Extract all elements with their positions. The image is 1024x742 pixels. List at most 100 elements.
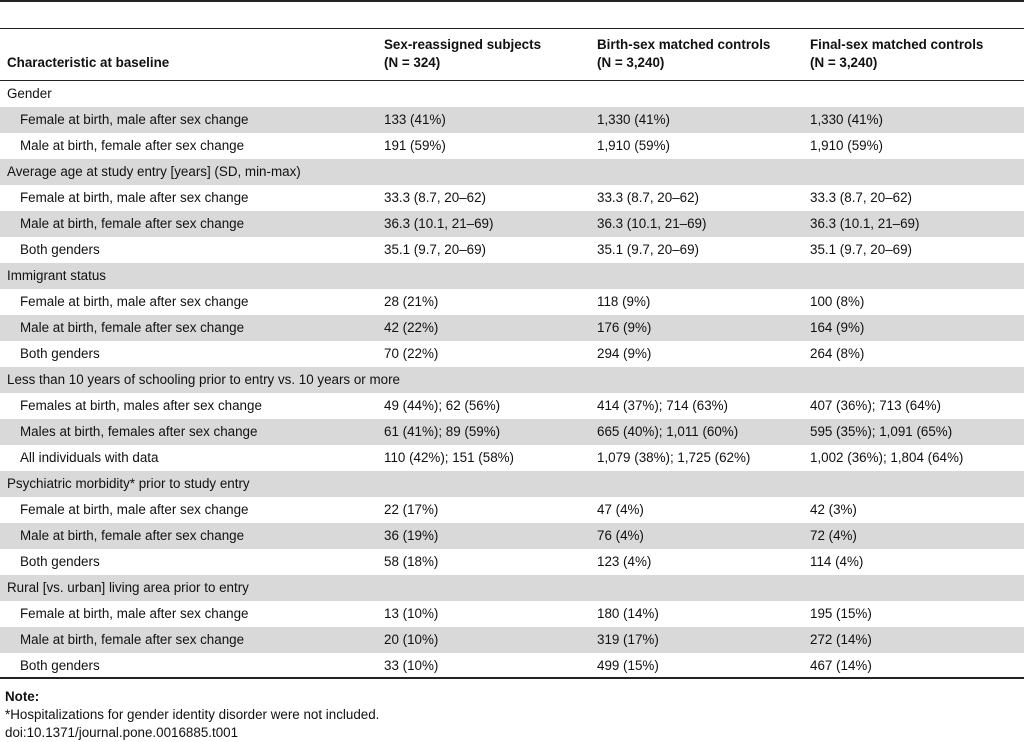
table-row: Male at birth, female after sex change 20… <box>0 627 1024 653</box>
row-label: Male at birth, female after sex change <box>20 528 245 543</box>
table-cell: 195 (15%) <box>810 606 872 621</box>
table-cell: 1,079 (38%); 1,725 (62%) <box>597 450 751 465</box>
table-cell: 13 (10%) <box>384 606 439 621</box>
table-cell: 33.3 (8.7, 20–62) <box>384 190 486 205</box>
table-cell: 33.3 (8.7, 20–62) <box>810 190 912 205</box>
row-label: Both genders <box>20 658 100 673</box>
table-footer: Note: *Hospitalizations for gender ident… <box>5 688 379 742</box>
header-final-sex-label: Final-sex matched controls <box>810 37 984 52</box>
table-cell: 414 (37%); 714 (63%) <box>597 398 729 413</box>
table-cell: 36.3 (10.1, 21–69) <box>810 216 920 231</box>
section-header-row: Immigrant status <box>0 263 1024 289</box>
header-sex-reassigned-n: (N = 324) <box>384 55 441 70</box>
table-cell: 294 (9%) <box>597 346 652 361</box>
row-label: Both genders <box>20 242 100 257</box>
row-label: Female at birth, male after sex change <box>20 502 249 517</box>
section-label: Immigrant status <box>7 268 106 283</box>
table-cell: 36 (19%) <box>384 528 439 543</box>
table-cell: 22 (17%) <box>384 502 439 517</box>
table-cell: 49 (44%); 62 (56%) <box>384 398 501 413</box>
header-top-rule <box>0 28 1024 29</box>
table-cell: 28 (21%) <box>384 294 439 309</box>
table-header: Characteristic at baseline Sex-reassigne… <box>0 29 1024 81</box>
table-cell: 1,910 (59%) <box>810 138 883 153</box>
table-cell: 61 (41%); 89 (59%) <box>384 424 501 439</box>
table-cell: 35.1 (9.7, 20–69) <box>384 242 486 257</box>
table-top-rule <box>0 0 1024 2</box>
table-cell: 1,330 (41%) <box>810 112 883 127</box>
table-row: Female at birth, male after sex change 13… <box>0 601 1024 627</box>
table-row: Female at birth, male after sex change 28… <box>0 289 1024 315</box>
table-row: Female at birth, male after sex change 33… <box>0 185 1024 211</box>
row-label: Male at birth, female after sex change <box>20 216 245 231</box>
section-label: Less than 10 years of schooling prior to… <box>7 372 400 387</box>
header-characteristic: Characteristic at baseline <box>7 54 169 72</box>
table-cell: 42 (3%) <box>810 502 857 517</box>
table-cell: 191 (59%) <box>384 138 446 153</box>
table-cell: 176 (9%) <box>597 320 652 335</box>
table-cell: 114 (4%) <box>810 554 864 569</box>
table-cell: 36.3 (10.1, 21–69) <box>384 216 494 231</box>
header-birth-sex-controls: Birth-sex matched controls (N = 3,240) <box>597 36 770 72</box>
header-sex-reassigned-label: Sex-reassigned subjects <box>384 37 542 52</box>
row-label: Male at birth, female after sex change <box>20 320 245 335</box>
table-cell: 36.3 (10.1, 21–69) <box>597 216 707 231</box>
table-cell: 133 (41%) <box>384 112 446 127</box>
table-cell: 164 (9%) <box>810 320 865 335</box>
table-row: All individuals with data 110 (42%); 151 … <box>0 445 1024 471</box>
table-cell: 407 (36%); 713 (64%) <box>810 398 942 413</box>
section-label: Psychiatric morbidity* prior to study en… <box>7 476 250 491</box>
row-label: Female at birth, male after sex change <box>20 112 249 127</box>
table-cell: 58 (18%) <box>384 554 439 569</box>
table-cell: 118 (9%) <box>597 294 651 309</box>
table-row: Both genders 58 (18%) 123 (4%) 114 (4%) <box>0 549 1024 575</box>
table-row: Males at birth, females after sex change… <box>0 419 1024 445</box>
row-label: Male at birth, female after sex change <box>20 632 245 647</box>
row-label: Males at birth, females after sex change <box>20 424 258 439</box>
table-cell: 100 (8%) <box>810 294 865 309</box>
table-row: Male at birth, female after sex change 42… <box>0 315 1024 341</box>
section-header-row: Average age at study entry [years] (SD, … <box>0 159 1024 185</box>
table-cell: 123 (4%) <box>597 554 652 569</box>
table-body: Gender Female at birth, male after sex ch… <box>0 81 1024 679</box>
table-cell: 595 (35%); 1,091 (65%) <box>810 424 953 439</box>
table-cell: 665 (40%); 1,011 (60%) <box>597 424 739 439</box>
row-label: Females at birth, males after sex change <box>20 398 262 413</box>
section-header-row: Psychiatric morbidity* prior to study en… <box>0 471 1024 497</box>
table-row: Male at birth, female after sex change 36… <box>0 211 1024 237</box>
table-cell: 272 (14%) <box>810 632 872 647</box>
section-label: Gender <box>7 86 52 101</box>
table-row: Female at birth, male after sex change 22… <box>0 497 1024 523</box>
table-row: Both genders 35.1 (9.7, 20–69) 35.1 (9.7, … <box>0 237 1024 263</box>
header-sex-reassigned: Sex-reassigned subjects (N = 324) <box>384 36 541 72</box>
note-title: Note: <box>5 689 40 704</box>
section-header-row: Rural [vs. urban] living area prior to e… <box>0 575 1024 601</box>
table-row: Male at birth, female after sex change 36… <box>0 523 1024 549</box>
row-label: Female at birth, male after sex change <box>20 606 249 621</box>
table-cell: 33.3 (8.7, 20–62) <box>597 190 699 205</box>
header-birth-sex-n: (N = 3,240) <box>597 55 665 70</box>
header-final-sex-controls: Final-sex matched controls (N = 3,240) <box>810 36 983 72</box>
row-label: Female at birth, male after sex change <box>20 190 249 205</box>
table-cell: 1,910 (59%) <box>597 138 670 153</box>
row-label: Female at birth, male after sex change <box>20 294 249 309</box>
table-cell: 35.1 (9.7, 20–69) <box>810 242 912 257</box>
table-cell: 499 (15%) <box>597 658 659 673</box>
table-cell: 110 (42%); 151 (58%) <box>384 450 515 465</box>
section-label: Rural [vs. urban] living area prior to e… <box>7 580 249 595</box>
table-cell: 76 (4%) <box>597 528 644 543</box>
row-label: Both genders <box>20 346 100 361</box>
table-cell: 42 (22%) <box>384 320 439 335</box>
row-label: Both genders <box>20 554 100 569</box>
table-cell: 35.1 (9.7, 20–69) <box>597 242 699 257</box>
table-bottom-rule <box>0 677 1024 679</box>
table-row: Both genders 33 (10%) 499 (15%) 467 (14%) <box>0 653 1024 679</box>
table-cell: 1,330 (41%) <box>597 112 670 127</box>
table-cell: 467 (14%) <box>810 658 872 673</box>
table-row: Female at birth, male after sex change 13… <box>0 107 1024 133</box>
row-label: Male at birth, female after sex change <box>20 138 245 153</box>
section-header-row: Gender <box>0 81 1024 107</box>
header-characteristic-label: Characteristic at baseline <box>7 55 170 70</box>
table-cell: 33 (10%) <box>384 658 439 673</box>
table-cell: 72 (4%) <box>810 528 857 543</box>
